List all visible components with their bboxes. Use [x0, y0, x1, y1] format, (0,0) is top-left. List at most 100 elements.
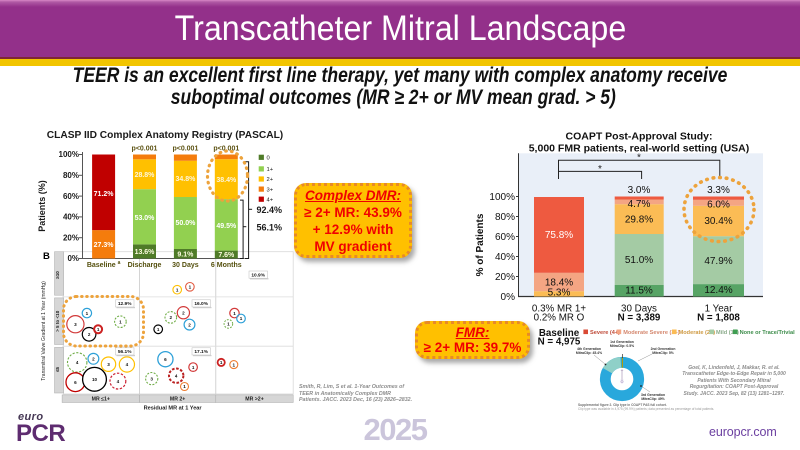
svg-text:3.3%: 3.3%: [707, 185, 730, 196]
svg-text:0: 0: [267, 156, 270, 162]
svg-text:27.3%: 27.3%: [94, 242, 115, 249]
svg-text:None or Trace/Trivial: None or Trace/Trivial: [740, 330, 795, 336]
svg-text:6.0%: 6.0%: [707, 200, 730, 211]
svg-text:2+: 2+: [267, 177, 274, 183]
svg-text:4: 4: [76, 360, 79, 365]
svg-text:100%: 100%: [489, 192, 515, 203]
svg-text:12.4%: 12.4%: [704, 285, 732, 296]
svg-text:29.8%: 29.8%: [625, 215, 653, 226]
svg-text:1 Year: 1 Year: [705, 304, 734, 315]
svg-text:1: 1: [240, 316, 243, 321]
svg-text:6: 6: [74, 380, 77, 385]
svg-text:MitraClip: 49%: MitraClip: 49%: [641, 397, 664, 401]
svg-text:2: 2: [88, 332, 91, 337]
svg-text:2: 2: [170, 315, 173, 320]
svg-text:Patients (%): Patients (%): [37, 180, 47, 232]
svg-text:56.1%: 56.1%: [257, 223, 283, 233]
svg-text:4+: 4+: [267, 197, 274, 203]
svg-text:MitraClip: 45.4%: MitraClip: 45.4%: [576, 351, 602, 355]
svg-text:92.4%: 92.4%: [257, 205, 283, 215]
svg-text:16.0%: 16.0%: [194, 301, 208, 307]
svg-text:71.2%: 71.2%: [94, 191, 115, 198]
svg-text:Residual MR at 1 Year: Residual MR at 1 Year: [144, 406, 203, 412]
svg-text:> 5 to <10: > 5 to <10: [55, 310, 60, 332]
svg-text:Moderate Severe (3+): Moderate Severe (3+): [623, 330, 680, 336]
svg-text:30 Days: 30 Days: [172, 262, 199, 269]
svg-text:1: 1: [233, 362, 236, 367]
svg-text:MR >2+: MR >2+: [245, 397, 263, 403]
svg-text:1: 1: [189, 285, 192, 290]
svg-text:p<0.001: p<0.001: [132, 146, 158, 153]
svg-text:N = 1,808: N = 1,808: [697, 313, 740, 324]
svg-text:1: 1: [220, 360, 223, 365]
svg-text:Mild (1+): Mild (1+): [716, 330, 739, 336]
svg-text:1+: 1+: [267, 167, 274, 173]
svg-text:3rd Generation: 3rd Generation: [641, 393, 665, 397]
svg-text:1: 1: [157, 327, 160, 332]
svg-text:17.1%: 17.1%: [194, 349, 208, 355]
svg-text:5,000 FMR patients, real-world: 5,000 FMR patients, real-world setting (…: [529, 143, 750, 155]
svg-text:40%: 40%: [63, 213, 79, 222]
svg-text:56.1%: 56.1%: [118, 349, 132, 355]
svg-text:*: *: [598, 164, 602, 175]
svg-text:Discharge: Discharge: [128, 262, 162, 269]
svg-text:28.8%: 28.8%: [135, 172, 156, 179]
svg-text:3: 3: [107, 362, 110, 367]
svg-text:1st Generation: 1st Generation: [610, 340, 634, 344]
svg-text:1: 1: [233, 311, 236, 316]
svg-text:10: 10: [92, 377, 98, 382]
svg-text:0%: 0%: [67, 254, 79, 263]
svg-text:3.0%: 3.0%: [628, 185, 651, 196]
svg-text:4: 4: [126, 362, 129, 367]
svg-text:N = 3,389: N = 3,389: [618, 313, 661, 324]
svg-text:MitraClip: 0.5%: MitraClip: 0.5%: [610, 344, 634, 348]
svg-text:53.0%: 53.0%: [135, 215, 156, 222]
svg-text:2: 2: [92, 357, 95, 362]
svg-text:2: 2: [188, 322, 191, 327]
svg-text:Baseline a: Baseline a: [87, 260, 121, 269]
svg-text:p<0.001: p<0.001: [172, 146, 198, 153]
svg-text:6: 6: [164, 357, 167, 362]
svg-text:1: 1: [176, 287, 179, 292]
svg-text:0.3% MR 1+: 0.3% MR 1+: [532, 304, 586, 315]
svg-text:80%: 80%: [495, 212, 515, 223]
svg-text:20%: 20%: [63, 233, 79, 242]
svg-text:≥10: ≥10: [55, 271, 60, 279]
svg-text:34.8%: 34.8%: [175, 176, 196, 183]
svg-text:13.6%: 13.6%: [135, 249, 156, 256]
svg-text:N = 4,975: N = 4,975: [538, 337, 581, 348]
svg-text:4: 4: [175, 373, 178, 378]
svg-text:30.4%: 30.4%: [704, 216, 732, 227]
svg-text:1: 1: [227, 322, 230, 327]
svg-text:4.7%: 4.7%: [628, 199, 651, 210]
svg-text:Severe (4+): Severe (4+): [590, 330, 620, 336]
svg-text:7.6%: 7.6%: [218, 252, 235, 259]
svg-text:Baseline: Baseline: [539, 328, 580, 339]
svg-text:11.5%: 11.5%: [625, 286, 653, 297]
svg-text:Moderate (2+): Moderate (2+): [679, 330, 716, 336]
svg-text:1: 1: [86, 311, 89, 316]
svg-text:2nd Generation: 2nd Generation: [651, 347, 676, 351]
svg-text:*: *: [637, 153, 641, 164]
svg-text:75.8%: 75.8%: [545, 230, 573, 241]
svg-text:3+: 3+: [267, 187, 274, 193]
svg-text:Transmitral Valve Gradient at: Transmitral Valve Gradient at 1 Year (mm…: [41, 281, 47, 381]
svg-text:3: 3: [150, 376, 153, 381]
svg-text:100%: 100%: [59, 150, 79, 159]
svg-text:6 Months: 6 Months: [211, 262, 242, 269]
svg-text:5.3%: 5.3%: [548, 287, 571, 298]
svg-text:18.4%: 18.4%: [545, 278, 573, 289]
svg-text:40%: 40%: [495, 252, 515, 263]
svg-text:30 Days: 30 Days: [621, 304, 657, 315]
svg-text:MitraClip: 5%: MitraClip: 5%: [652, 351, 673, 355]
svg-text:2: 2: [182, 310, 185, 315]
svg-text:0.2% MR O: 0.2% MR O: [534, 313, 585, 324]
svg-text:1: 1: [192, 365, 195, 370]
svg-text:1: 1: [97, 327, 100, 332]
svg-text:60%: 60%: [495, 232, 515, 243]
svg-text:1: 1: [183, 384, 186, 389]
svg-text:MR 2+: MR 2+: [170, 397, 185, 403]
svg-text:49.5%: 49.5%: [216, 223, 237, 230]
svg-text:10.9%: 10.9%: [251, 272, 265, 278]
svg-text:9.1%: 9.1%: [177, 252, 194, 259]
